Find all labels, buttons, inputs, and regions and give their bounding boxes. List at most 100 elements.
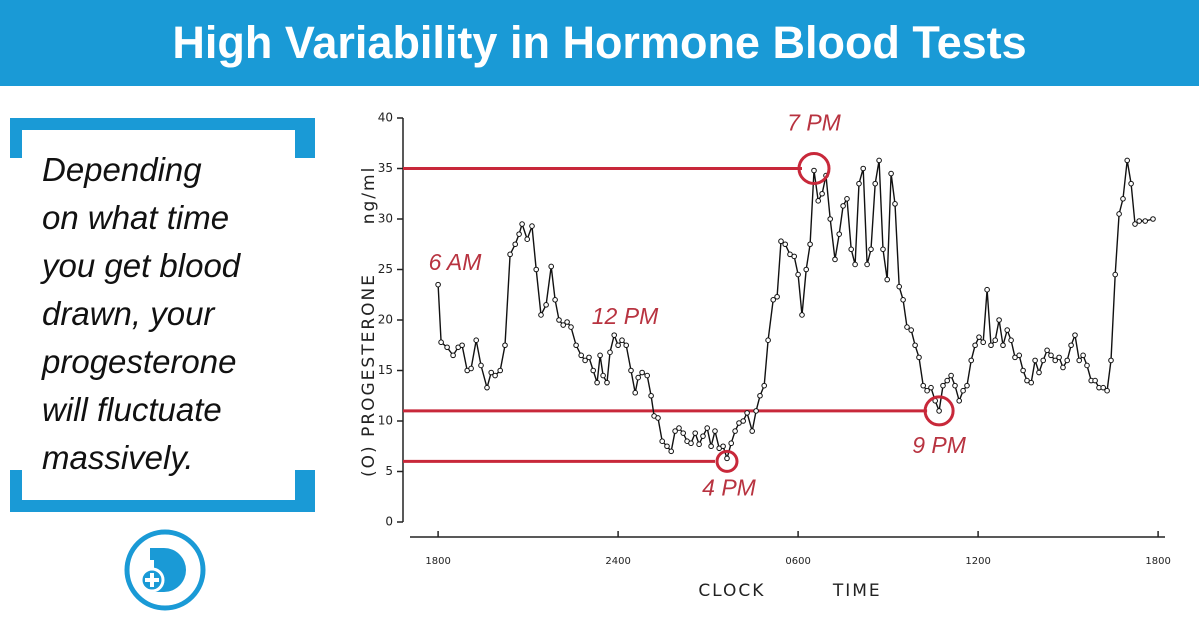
data-point xyxy=(519,221,525,227)
title: High Variability in Hormone Blood Tests xyxy=(172,17,1027,68)
side-text-line: drawn, your xyxy=(42,295,215,332)
data-point xyxy=(791,253,798,260)
data-point xyxy=(920,382,927,389)
data-point xyxy=(924,387,930,394)
side-text-line: progesterone xyxy=(42,343,237,380)
data-point xyxy=(916,354,922,361)
data-point xyxy=(952,382,958,389)
data-line xyxy=(437,160,1154,461)
data-point xyxy=(976,334,982,340)
highlight-circle xyxy=(715,449,739,473)
data-point xyxy=(936,408,942,414)
annotation: 12 PM xyxy=(592,303,659,329)
data-point xyxy=(628,367,634,374)
x-tick-label: 1200 xyxy=(965,556,990,567)
data-point xyxy=(1052,357,1058,364)
logo xyxy=(124,529,206,611)
data-point xyxy=(438,339,444,346)
data-point xyxy=(980,339,987,346)
data-point xyxy=(473,337,480,344)
data-point xyxy=(1020,367,1026,374)
y-axis-title: (O) PROGESTERONE xyxy=(359,273,379,477)
data-point xyxy=(564,319,570,325)
data-point xyxy=(782,241,789,248)
data-point xyxy=(586,354,592,361)
data-point xyxy=(548,263,555,270)
data-point xyxy=(615,342,621,349)
highlight-circle xyxy=(797,152,831,185)
data-point xyxy=(1092,377,1098,384)
data-point xyxy=(700,433,706,439)
data-point xyxy=(732,428,738,434)
x-tick-label: 1800 xyxy=(425,556,450,567)
data-point xyxy=(600,372,606,379)
data-point xyxy=(988,342,994,349)
data-point xyxy=(1036,369,1042,376)
highlight-label: 9 PM xyxy=(912,432,967,458)
data-point xyxy=(770,297,777,303)
x-tick-label: 1800 xyxy=(1145,556,1170,567)
data-point xyxy=(648,392,654,399)
data-point xyxy=(757,392,763,399)
data-point xyxy=(1116,211,1122,217)
data-point xyxy=(644,372,651,379)
data-point xyxy=(972,342,978,349)
data-point xyxy=(852,261,858,268)
y-tick-label: 30 xyxy=(378,212,393,226)
y-tick-label: 40 xyxy=(378,111,393,125)
data-point xyxy=(960,387,966,394)
data-point xyxy=(492,372,498,379)
data-point xyxy=(533,266,540,273)
data-point xyxy=(740,418,747,424)
data-point xyxy=(696,441,702,448)
data-point xyxy=(688,440,694,447)
data-point xyxy=(1068,342,1074,349)
data-point xyxy=(880,246,886,253)
data-point xyxy=(578,352,585,359)
x-tick-label: 2400 xyxy=(605,556,630,567)
data-point xyxy=(765,337,771,344)
y-tick-label: 25 xyxy=(378,262,393,276)
y-tick-label: 15 xyxy=(378,363,393,377)
data-point xyxy=(568,324,574,330)
side-text-line: on what time xyxy=(42,199,230,236)
data-point xyxy=(712,428,718,434)
data-point xyxy=(908,327,915,333)
y-tick-label: 35 xyxy=(378,161,393,175)
data-point xyxy=(529,223,535,229)
data-point xyxy=(704,425,711,431)
data-point xyxy=(996,317,1002,323)
data-point xyxy=(1076,357,1082,364)
data-point xyxy=(1124,157,1130,164)
data-point xyxy=(864,261,870,268)
highlight-label: 7 PM xyxy=(787,110,842,136)
y-tick-label: 5 xyxy=(385,464,393,478)
data-point xyxy=(728,440,735,447)
x-axis-title: CLOCK TIME xyxy=(698,581,881,601)
data-point xyxy=(944,377,951,384)
data-point xyxy=(444,344,450,351)
data-point xyxy=(1040,357,1046,364)
data-point xyxy=(1136,218,1142,224)
data-point xyxy=(844,196,850,202)
data-point xyxy=(724,455,730,462)
data-point xyxy=(968,357,975,364)
data-point xyxy=(676,425,682,431)
data-point xyxy=(619,337,625,344)
data-point xyxy=(556,317,562,323)
data-point xyxy=(1056,354,1062,361)
data-point xyxy=(1120,196,1126,202)
data-point xyxy=(659,438,666,445)
data-point xyxy=(753,408,759,414)
data-point xyxy=(512,241,519,248)
data-point xyxy=(507,251,513,258)
data-point xyxy=(832,256,838,263)
annotation: 6 AM xyxy=(429,249,483,275)
highlight-circle xyxy=(923,395,955,427)
data-point xyxy=(928,384,934,391)
data-point xyxy=(582,357,588,364)
data-point xyxy=(900,297,906,303)
data-point xyxy=(815,198,822,204)
data-point xyxy=(607,349,613,356)
